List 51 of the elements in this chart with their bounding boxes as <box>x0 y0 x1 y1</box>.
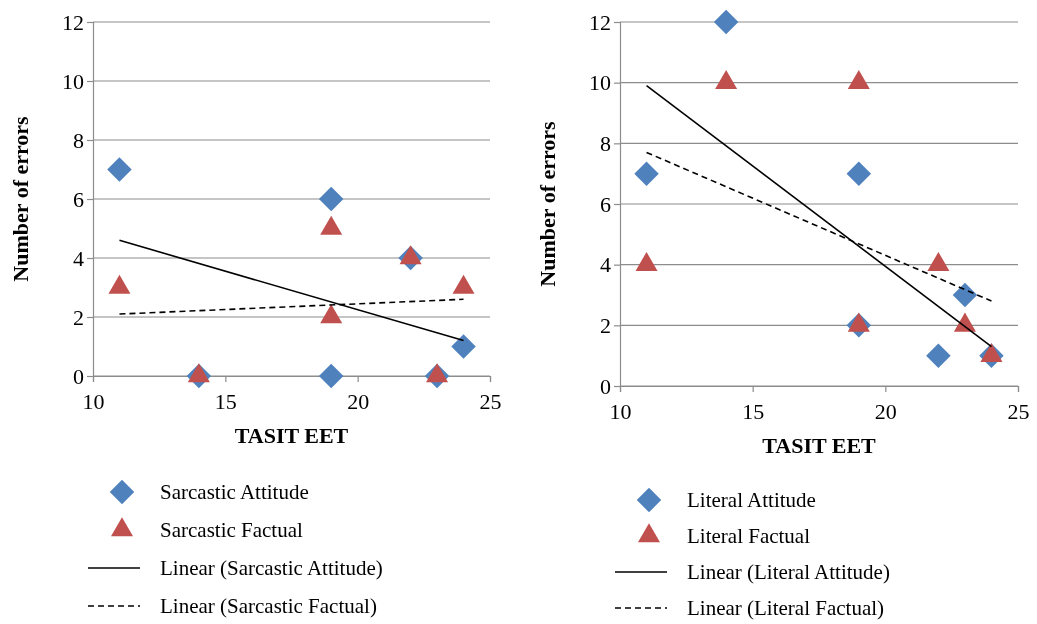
y-tick-label: 2 <box>73 304 84 330</box>
legend-label: Linear (Sarcastic Factual) <box>160 594 377 619</box>
point <box>926 343 951 368</box>
y-tick-label: 6 <box>73 186 84 212</box>
y-tick-label: 0 <box>600 373 611 399</box>
y-tick-label: 6 <box>600 191 611 217</box>
point <box>399 245 422 265</box>
x-tick-label: 20 <box>874 399 897 425</box>
point <box>107 157 132 182</box>
x-tick-label: 20 <box>347 389 370 415</box>
legend-label: Linear (Literal Factual) <box>687 596 885 621</box>
point <box>952 282 978 308</box>
x-axis-title: TASIT EET <box>762 433 877 458</box>
point <box>320 304 343 324</box>
point <box>715 69 738 90</box>
x-tick-label: 25 <box>1007 399 1030 425</box>
point <box>846 161 872 186</box>
point <box>426 363 449 383</box>
point <box>713 9 739 35</box>
x-tick-label: 15 <box>742 399 765 425</box>
x-axis-title: TASIT EET <box>234 423 349 448</box>
y-tick-label: 0 <box>73 363 84 389</box>
y-tick-label: 10 <box>589 70 611 96</box>
y-tick-label: 2 <box>600 312 611 338</box>
y-tick-label: 10 <box>62 68 84 94</box>
y-tick-label: 4 <box>600 252 611 278</box>
legend-label: Sarcastic Attitude <box>160 480 309 505</box>
point <box>847 312 870 332</box>
legend-label: Literal Attitude <box>687 488 816 513</box>
legend-label: Sarcastic Factual <box>160 518 304 543</box>
point <box>980 342 1003 363</box>
point <box>634 161 659 186</box>
y-tick-label: 12 <box>589 9 611 35</box>
point <box>108 274 131 294</box>
legend-label: Linear (Sarcastic Attitude) <box>160 556 383 581</box>
x-tick-label: 15 <box>214 389 237 415</box>
point <box>847 69 870 90</box>
y-tick-label: 8 <box>600 130 611 156</box>
y-tick-label: 12 <box>62 9 84 35</box>
y-tick-label: 4 <box>73 245 84 271</box>
point <box>452 274 475 294</box>
legend-label: Literal Factual <box>687 524 811 549</box>
legend-label: Linear (Literal Attitude) <box>687 560 890 585</box>
x-tick-label: 25 <box>479 389 502 415</box>
point <box>187 363 210 383</box>
point <box>927 251 950 272</box>
point <box>318 186 344 212</box>
point <box>635 251 658 272</box>
y-axis-title: Number of errors <box>535 120 560 287</box>
y-tick-label: 8 <box>73 127 84 153</box>
y-axis-title: Number of errors <box>8 115 33 282</box>
